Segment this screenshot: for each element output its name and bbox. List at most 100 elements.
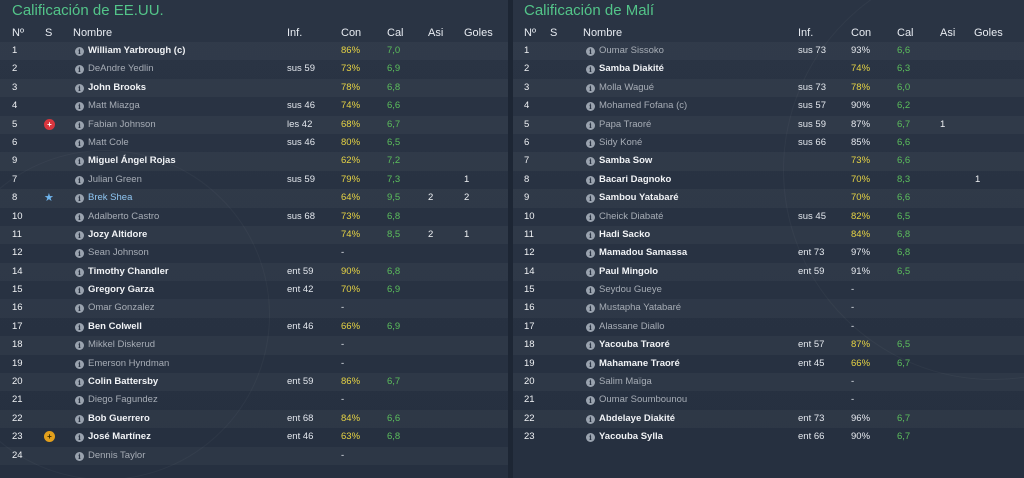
- table-row[interactable]: 1 i William Yarbrough (c) 86% 7,0: [0, 42, 508, 60]
- info-icon[interactable]: i: [75, 433, 84, 443]
- info-icon[interactable]: i: [75, 138, 84, 148]
- table-row[interactable]: 9 i Miguel Ángel Rojas 62% 7,2: [0, 152, 508, 170]
- column-header-name[interactable]: Nombre: [583, 27, 623, 39]
- info-icon[interactable]: i: [75, 102, 84, 112]
- info-icon[interactable]: i: [75, 47, 84, 56]
- column-header-num[interactable]: Nº: [12, 27, 24, 39]
- player-name[interactable]: Bacari Dagnoko: [599, 173, 672, 185]
- column-header-goles[interactable]: Goles: [974, 27, 1003, 39]
- info-icon[interactable]: i: [586, 102, 595, 112]
- table-row[interactable]: 24 i Dennis Taylor -: [0, 447, 508, 465]
- table-row[interactable]: 10 i Cheick Diabaté sus 45 82% 6,5: [513, 208, 1024, 226]
- info-icon[interactable]: i: [586, 267, 595, 277]
- player-name[interactable]: Timothy Chandler: [88, 265, 169, 277]
- table-row[interactable]: 23 + i José Martínez ent 46 63% 6,8: [0, 428, 508, 446]
- table-row[interactable]: 12 i Sean Johnson -: [0, 244, 508, 262]
- info-icon[interactable]: i: [75, 65, 84, 75]
- table-row[interactable]: 4 i Matt Miazga sus 46 74% 6,6: [0, 97, 508, 115]
- player-name[interactable]: Seydou Gueye: [599, 284, 662, 296]
- player-name[interactable]: Paul Mingolo: [599, 265, 659, 277]
- player-name[interactable]: Samba Sow: [599, 155, 653, 167]
- player-name[interactable]: Papa Traoré: [599, 118, 652, 130]
- table-row[interactable]: 21 i Diego Fagundez -: [0, 391, 508, 409]
- player-name[interactable]: Cheick Diabaté: [599, 210, 664, 222]
- table-row[interactable]: 16 i Omar Gonzalez -: [0, 299, 508, 317]
- table-row[interactable]: 2 i DeAndre Yedlin sus 59 73% 6,9: [0, 60, 508, 78]
- column-header-inf[interactable]: Inf.: [798, 27, 814, 39]
- player-name[interactable]: Oumar Sissoko: [599, 45, 664, 56]
- player-name[interactable]: Emerson Hyndman: [88, 357, 170, 369]
- table-row[interactable]: 3 i Molla Wagué sus 73 78% 6,0: [513, 79, 1024, 97]
- table-row[interactable]: 20 i Salim Maïga -: [513, 373, 1024, 391]
- info-icon[interactable]: i: [75, 212, 84, 222]
- player-name[interactable]: José Martínez: [88, 431, 151, 443]
- table-row[interactable]: 10 i Adalberto Castro sus 68 73% 6,8: [0, 208, 508, 226]
- info-icon[interactable]: i: [586, 378, 595, 388]
- player-name[interactable]: Samba Diakité: [599, 63, 664, 75]
- info-icon[interactable]: i: [75, 304, 84, 314]
- info-icon[interactable]: i: [75, 396, 84, 406]
- info-icon[interactable]: i: [75, 286, 84, 296]
- column-header-goles[interactable]: Goles: [464, 27, 493, 39]
- column-header-con[interactable]: Con: [851, 27, 872, 39]
- info-icon[interactable]: i: [75, 267, 84, 277]
- info-icon[interactable]: i: [75, 194, 84, 204]
- column-header-s[interactable]: S: [550, 27, 558, 39]
- table-row[interactable]: 9 i Sambou Yatabaré 70% 6,6: [513, 189, 1024, 207]
- info-icon[interactable]: i: [75, 414, 84, 424]
- player-name[interactable]: Mustapha Yatabaré: [599, 302, 682, 314]
- info-icon[interactable]: i: [586, 359, 595, 369]
- table-row[interactable]: 21 i Oumar Soumbounou -: [513, 391, 1024, 409]
- info-icon[interactable]: i: [75, 359, 84, 369]
- player-name[interactable]: Miguel Ángel Rojas: [88, 155, 176, 167]
- table-row[interactable]: 18 i Yacouba Traoré ent 57 87% 6,5: [513, 336, 1024, 354]
- info-icon[interactable]: i: [75, 249, 84, 259]
- player-name[interactable]: Matt Cole: [88, 136, 129, 148]
- player-name[interactable]: Bob Guerrero: [88, 412, 150, 424]
- table-row[interactable]: 7 i Julian Green sus 59 79% 7,3 1: [0, 171, 508, 189]
- player-name[interactable]: Yacouba Sylla: [599, 431, 663, 443]
- info-icon[interactable]: i: [586, 396, 595, 406]
- player-name[interactable]: Sean Johnson: [88, 247, 149, 259]
- table-row[interactable]: 19 i Emerson Hyndman -: [0, 355, 508, 373]
- player-name[interactable]: Gregory Garza: [88, 284, 154, 296]
- table-row[interactable]: 3 i John Brooks 78% 6,8: [0, 79, 508, 97]
- column-header-cal[interactable]: Cal: [387, 27, 404, 39]
- column-header-asi[interactable]: Asi: [940, 27, 956, 39]
- table-row[interactable]: 17 i Alassane Diallo -: [513, 318, 1024, 336]
- info-icon[interactable]: i: [75, 341, 84, 351]
- table-row[interactable]: 11 i Jozy Altidore 74% 8,5 2 1: [0, 226, 508, 244]
- table-row[interactable]: 2 i Samba Diakité 74% 6,3: [513, 60, 1024, 78]
- table-row[interactable]: 5 + i Fabian Johnson les 42 68% 6,7: [0, 116, 508, 134]
- table-row[interactable]: 17 i Ben Colwell ent 46 66% 6,9: [0, 318, 508, 336]
- player-name[interactable]: Diego Fagundez: [88, 394, 158, 406]
- info-icon[interactable]: i: [586, 120, 595, 130]
- table-row[interactable]: 15 i Gregory Garza ent 42 70% 6,9: [0, 281, 508, 299]
- player-name[interactable]: Hadi Sacko: [599, 228, 651, 240]
- info-icon[interactable]: i: [586, 138, 595, 148]
- column-header-num[interactable]: Nº: [524, 27, 536, 39]
- player-name[interactable]: Abdelaye Diakité: [599, 412, 676, 424]
- table-row[interactable]: 5 i Papa Traoré sus 59 87% 6,7 1: [513, 116, 1024, 134]
- table-row[interactable]: 15 i Seydou Gueye -: [513, 281, 1024, 299]
- info-icon[interactable]: i: [586, 414, 595, 424]
- player-name[interactable]: John Brooks: [88, 81, 147, 93]
- player-name[interactable]: Ben Colwell: [88, 320, 142, 332]
- info-icon[interactable]: i: [586, 83, 595, 93]
- table-row[interactable]: 14 i Timothy Chandler ent 59 90% 6,8: [0, 263, 508, 281]
- table-row[interactable]: 23 i Yacouba Sylla ent 66 90% 6,7: [513, 428, 1024, 446]
- player-name[interactable]: Oumar Soumbounou: [599, 394, 688, 406]
- player-name[interactable]: Adalberto Castro: [88, 210, 160, 222]
- player-name[interactable]: Omar Gonzalez: [88, 302, 155, 314]
- info-icon[interactable]: i: [75, 322, 84, 332]
- player-name[interactable]: Colin Battersby: [88, 376, 159, 388]
- player-name[interactable]: Dennis Taylor: [88, 449, 146, 461]
- info-icon[interactable]: i: [75, 451, 84, 461]
- table-row[interactable]: 18 i Mikkel Diskerud -: [0, 336, 508, 354]
- table-row[interactable]: 22 i Abdelaye Diakité ent 73 96% 6,7: [513, 410, 1024, 428]
- info-icon[interactable]: i: [586, 194, 595, 204]
- info-icon[interactable]: i: [586, 322, 595, 332]
- table-row[interactable]: 20 i Colin Battersby ent 59 86% 6,7: [0, 373, 508, 391]
- player-name[interactable]: Mahamane Traoré: [599, 357, 680, 369]
- table-row[interactable]: 8 ★ i Brek Shea 64% 9,5 2 2: [0, 189, 508, 207]
